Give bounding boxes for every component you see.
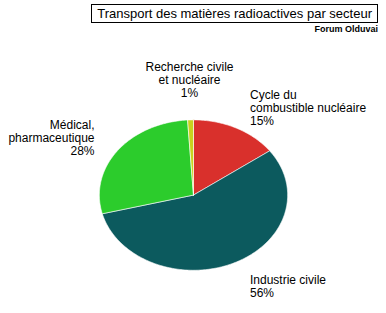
svg-text:Cycle ducombustible nucléaire1: Cycle ducombustible nucléaire15% [250, 88, 366, 128]
html-text:Forum Olduvai: Forum Olduvai [314, 24, 378, 34]
html-text:Transport des matières radioac: Transport des matières radioactives par … [97, 6, 372, 21]
svg-text:Médical,pharmaceutique28%: Médical,pharmaceutique28% [8, 118, 94, 158]
svg-text:Industrie civile56%: Industrie civile56% [250, 273, 326, 300]
svg-text:Recherche civileet nucléaire1%: Recherche civileet nucléaire1% [145, 60, 233, 100]
